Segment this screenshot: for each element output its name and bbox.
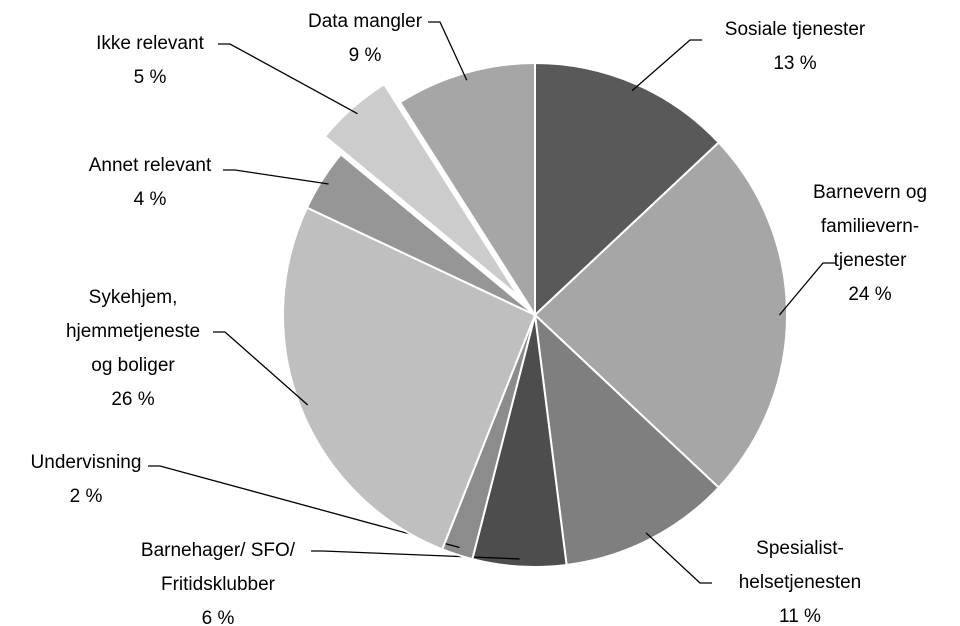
pie-slice [533,312,721,567]
label-line: Barnehager/ SFO/ [141,540,296,561]
leader-line [148,465,460,549]
leader-line [223,169,329,185]
slice-label: Annet relevant 4 % [89,155,212,210]
leader-line [778,262,835,316]
label-line: Ikke relevant [96,33,204,54]
pie-slice [323,82,520,298]
value-label: 4 % [134,189,167,210]
slice-label: Spesialist-helsetjenesten 11 % [739,538,862,626]
slice-label: Ikke relevant 5 % [96,33,204,88]
leader-line [218,43,358,115]
pie-slice [282,206,537,551]
label-line: Barnevern og [813,182,927,203]
slice-label: Barnevern og familievern-tjenester 24 % [813,182,927,305]
value-label: 5 % [134,67,167,88]
pie-slice [534,61,721,318]
slice-label: Sosiale tjenester 13 % [725,19,866,74]
label-line: Undervisning [31,452,142,473]
leader-line [645,532,712,584]
label-line: Sosiale tjenester [725,19,866,40]
label-line: Annet relevant [89,155,212,176]
label-line: Spesialist- [756,538,844,559]
leader-line [631,39,702,92]
value-label: 24 % [848,284,891,305]
leader-line [428,21,468,81]
value-label: 6 % [202,608,235,626]
label-line: hjemmetjeneste [66,321,200,342]
label-line: familievern- [821,216,919,237]
slice-label: Barnehager/ SFO/Fritidsklubber 6 % [141,540,296,626]
label-line: Data mangler [308,11,423,32]
value-label: 9 % [349,45,382,66]
value-label: 13 % [773,53,816,74]
label-line: helsetjenesten [739,572,862,593]
pie-slice [533,141,788,489]
label-line: Fritidsklubber [161,574,276,595]
pie-slice [398,61,536,319]
slice-label: Data mangler 9 % [308,11,423,66]
slice-label: Undervisning 2 % [31,452,142,507]
pie-slice [305,152,536,316]
leader-line [213,331,309,406]
value-label: 2 % [70,486,103,507]
value-label: 11 % [779,606,821,626]
value-label: 26 % [111,389,154,410]
leader-line [311,550,520,560]
slice-label: Sykehjem, hjemmetjeneste og boliger 26 % [66,287,200,410]
label-line: tjenester [834,250,908,271]
label-line: og boliger [91,355,175,376]
label-line: Sykehjem, [89,287,178,308]
